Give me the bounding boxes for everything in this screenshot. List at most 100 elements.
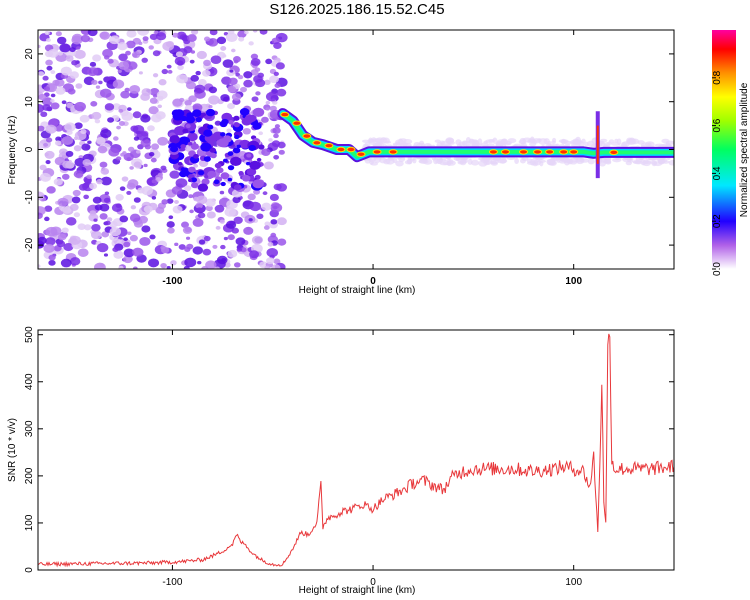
spectrogram-noise-blob [192,103,203,112]
spectrogram-noise-blob [140,114,151,123]
spectrogram-noise-blob [231,158,236,162]
spectrogram-noise-blob [210,152,217,159]
spectrogram-noise-blob [250,69,259,76]
spectrogram-noise-blob [180,144,186,149]
spectrogram-noise-blob [277,238,287,246]
spectrogram-noise-blob [126,190,132,195]
spectrogram-noise-blob [233,115,240,121]
spectrogram-noise-blob [127,146,135,152]
spectrogram-noise-blob [116,125,121,130]
spectrogram-noise-blob [490,161,498,166]
spectrogram-noise-blob [80,129,87,135]
spectrogram-noise-blob [442,160,450,166]
spectrogram-noise-blob [174,56,186,66]
spectrogram-noise-blob [214,266,220,269]
spectrogram-noise-blob [166,266,171,269]
snr-ytick-label: 300 [24,420,35,437]
spectrogram-noise-blob [185,124,191,129]
spectrogram-noise-blob [197,170,205,176]
spectrogram-noise-blob [74,49,86,60]
spectrogram-noise-blob [170,260,177,266]
spectrogram-noise-blob [54,78,65,87]
spectrogram-noise-blob [190,177,198,183]
spectrogram-noise-blob [133,266,138,269]
spectrogram-noise-blob [252,107,265,117]
spectrogram-noise-blob [160,262,167,269]
spectrogram-noise-blob [169,170,180,179]
snr-ytick-label: 200 [24,467,35,484]
spectrogram-noise-blob [56,240,66,248]
spectrogram-noise-blob [275,62,285,70]
spectrogram-noise-blob [253,75,263,83]
spectrogram-noise-blob [91,111,102,120]
spectrogram-noise-blob [100,176,112,186]
spectrogram-noise-blob [112,79,125,89]
snr-xtick-label: 0 [370,577,376,588]
spectrogram-noise-blob [551,156,558,161]
spectrogram-noise-blob [117,69,122,74]
spectrogram-noise-blob [265,100,271,105]
spectrogram-noise-blob [249,250,260,259]
spectrogram-noise-blob [161,199,169,205]
spectrogram-noise-blob [250,58,261,66]
spectrogram-noise-blob [155,111,166,120]
spectrogram-noise-blob [186,243,194,250]
spectrogram-noise-blob [123,255,133,264]
spectrogram-noise-blob [78,183,88,191]
spectrogram-noise-blob [138,71,143,75]
spectrogram-noise-blob [247,193,256,201]
spectrogram-noise-blob [455,139,462,146]
spectrogram-noise-blob [57,233,67,241]
spectrogram-noise-blob [55,31,62,37]
spectrogram-noise-blob [141,186,153,196]
spectrogram-noise-blob [65,55,74,62]
spectrogram-noise-blob [99,88,112,98]
spectrogram-noise-blob [148,45,154,50]
spectrogram-noise-blob [175,51,184,58]
spectrogram-noise-blob [223,236,228,241]
spectrogram-noise-blob [364,158,371,164]
spectrogram-noise-blob [252,179,264,189]
spectrogram-noise-blob [188,95,197,103]
spectrogram-noise-blob [241,174,251,182]
spectrogram-noise-blob [215,225,221,230]
spectrogram-noise-blob [179,34,188,40]
spectrogram-noise-blob [86,174,92,180]
spectrogram-noise-blob [193,153,199,159]
spectrogram-noise-blob [232,147,241,154]
spectrogram-noise-blob [213,179,220,185]
spectrogram-noise-blob [147,125,155,132]
spectrogram-noise-blob [60,258,72,268]
spectrogram-noise-blob [118,121,126,126]
spectrogram-noise-blob [167,227,175,234]
spectrogram-noise-blob [160,165,167,171]
spectrogram-noise-blob [99,161,108,168]
spectrogram-noise-blob [461,140,468,147]
spectrogram-noise-blob [208,105,213,109]
snr-xtick-label: 100 [565,577,582,588]
colorbar-tick-label: 0.8 [712,70,723,84]
spectrogram-noise-blob [72,189,81,197]
spectrogram-noise-blob [229,69,234,73]
spectrogram-noise-blob [38,142,44,150]
spectrogram-noise-blob [107,58,114,64]
spectrogram-noise-blob [157,136,169,146]
spectrogram-noise-blob [75,83,83,89]
spectrogram-noise-blob [200,142,212,152]
spectrogram-noise-blob [189,59,195,64]
spectrogram-noise-blob [207,38,219,47]
spectrogram-noise-blob [98,80,103,85]
spectrogram-noise-blob [257,144,265,150]
spectrogram-noise-blob [125,40,136,49]
spectrogram-noise-blob [96,242,109,253]
spectrogram-noise-blob [227,102,235,110]
spectrogram-noise-blob [250,53,259,60]
spectrogram-noise-blob [123,248,135,258]
spectrogram-noise-blob [94,119,101,124]
spectrogram-noise-blob [252,122,262,130]
spectrogram-noise-blob [129,85,141,94]
spectrogram-noise-blob [125,50,131,56]
spectrogram-hotspot [280,111,290,118]
spectrogram-noise-blob [109,221,118,228]
spectrogram-noise-blob [73,212,81,218]
